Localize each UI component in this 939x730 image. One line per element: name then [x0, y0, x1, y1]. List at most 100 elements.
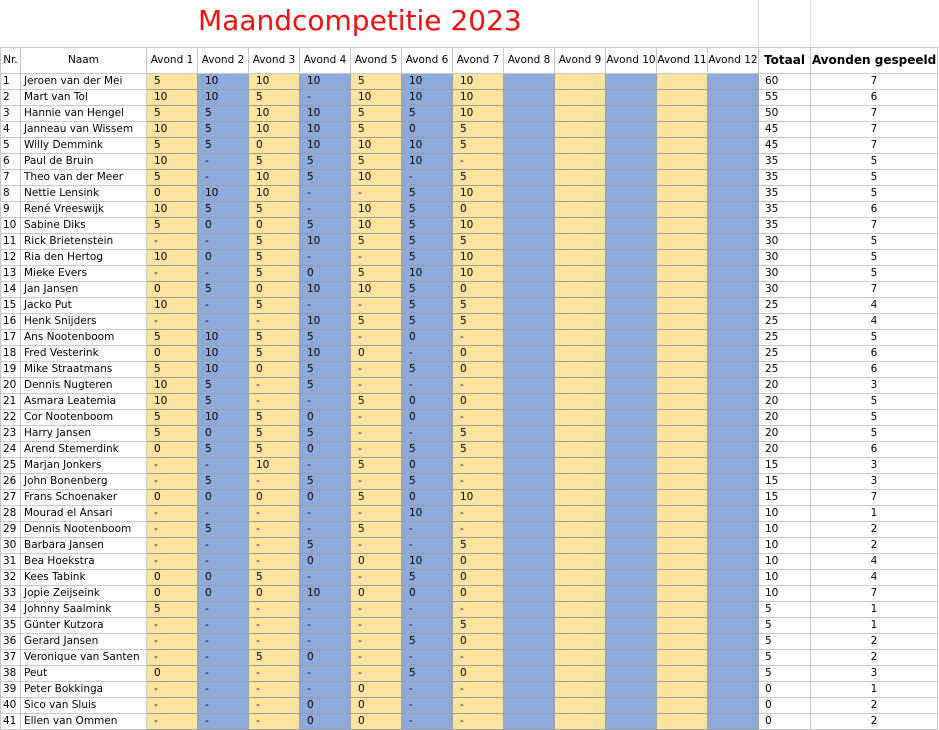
- cell-avond-1[interactable]: 0: [146, 585, 198, 602]
- cell-avond-6[interactable]: 5: [401, 297, 453, 314]
- cell-avond-8[interactable]: [503, 489, 555, 506]
- cell-avond-9[interactable]: [554, 473, 606, 490]
- cell-avond-3[interactable]: 5: [248, 345, 300, 362]
- header-avond-1[interactable]: Avond 1: [146, 47, 198, 74]
- cell-name[interactable]: Marjan Jonkers: [20, 457, 147, 474]
- cell-avond-5[interactable]: 10: [350, 137, 402, 154]
- cell-played[interactable]: 7: [810, 105, 938, 122]
- cell-avond-12[interactable]: [707, 153, 759, 170]
- cell-avond-7[interactable]: 10: [452, 249, 504, 266]
- cell-nr[interactable]: 10: [0, 217, 21, 234]
- cell-avond-1[interactable]: 0: [146, 569, 198, 586]
- cell-avond-3[interactable]: -: [248, 601, 300, 618]
- cell-nr[interactable]: 34: [0, 601, 21, 618]
- cell-avond-9[interactable]: [554, 521, 606, 538]
- cell-avond-9[interactable]: [554, 697, 606, 714]
- cell-avond-12[interactable]: [707, 169, 759, 186]
- cell-avond-11[interactable]: [656, 425, 708, 442]
- cell-avond-10[interactable]: [605, 73, 657, 90]
- cell-avond-2[interactable]: 10: [197, 185, 249, 202]
- cell-avond-2[interactable]: 0: [197, 489, 249, 506]
- cell-avond-8[interactable]: [503, 457, 555, 474]
- header-nr[interactable]: Nr.: [0, 47, 21, 74]
- cell-avond-3[interactable]: -: [248, 713, 300, 730]
- cell-avond-10[interactable]: [605, 521, 657, 538]
- cell-avond-3[interactable]: 5: [248, 329, 300, 346]
- cell-avond-10[interactable]: [605, 569, 657, 586]
- cell-played[interactable]: 7: [810, 217, 938, 234]
- cell-avond-5[interactable]: -: [350, 329, 402, 346]
- cell-name[interactable]: Jopie Zeijseink: [20, 585, 147, 602]
- cell-avond-10[interactable]: [605, 601, 657, 618]
- cell-avond-7[interactable]: -: [452, 681, 504, 698]
- cell-avond-3[interactable]: 10: [248, 73, 300, 90]
- cell-avond-7[interactable]: 10: [452, 217, 504, 234]
- cell-avond-8[interactable]: [503, 169, 555, 186]
- cell-avond-11[interactable]: [656, 633, 708, 650]
- cell-nr[interactable]: 21: [0, 393, 21, 410]
- cell-total[interactable]: 35: [758, 153, 811, 170]
- cell-avond-9[interactable]: [554, 73, 606, 90]
- cell-avond-9[interactable]: [554, 361, 606, 378]
- cell-avond-11[interactable]: [656, 265, 708, 282]
- cell-avond-10[interactable]: [605, 233, 657, 250]
- cell-avond-7[interactable]: 0: [452, 393, 504, 410]
- cell-avond-11[interactable]: [656, 537, 708, 554]
- cell-total[interactable]: 35: [758, 217, 811, 234]
- cell-nr[interactable]: 22: [0, 409, 21, 426]
- cell-avond-12[interactable]: [707, 265, 759, 282]
- cell-total[interactable]: 10: [758, 585, 811, 602]
- cell-avond-12[interactable]: [707, 377, 759, 394]
- cell-avond-8[interactable]: [503, 713, 555, 730]
- cell-avond-8[interactable]: [503, 281, 555, 298]
- cell-avond-8[interactable]: [503, 185, 555, 202]
- cell-avond-2[interactable]: 5: [197, 377, 249, 394]
- cell-avond-5[interactable]: -: [350, 601, 402, 618]
- cell-avond-1[interactable]: 5: [146, 329, 198, 346]
- cell-avond-10[interactable]: [605, 537, 657, 554]
- cell-avond-5[interactable]: 10: [350, 217, 402, 234]
- cell-name[interactable]: Hannie van Hengel: [20, 105, 147, 122]
- cell-avond-7[interactable]: 10: [452, 265, 504, 282]
- cell-avond-9[interactable]: [554, 105, 606, 122]
- cell-avond-1[interactable]: -: [146, 537, 198, 554]
- cell-avond-10[interactable]: [605, 409, 657, 426]
- cell-avond-5[interactable]: 5: [350, 105, 402, 122]
- cell-played[interactable]: 5: [810, 329, 938, 346]
- cell-avond-8[interactable]: [503, 585, 555, 602]
- cell-total[interactable]: 20: [758, 441, 811, 458]
- cell-played[interactable]: 6: [810, 345, 938, 362]
- cell-played[interactable]: 6: [810, 201, 938, 218]
- cell-avond-3[interactable]: -: [248, 697, 300, 714]
- cell-name[interactable]: Sabine Diks: [20, 217, 147, 234]
- cell-name[interactable]: Mike Straatmans: [20, 361, 147, 378]
- cell-avond-10[interactable]: [605, 633, 657, 650]
- cell-avond-4[interactable]: 0: [299, 441, 351, 458]
- cell-avond-7[interactable]: -: [452, 505, 504, 522]
- cell-avond-5[interactable]: -: [350, 377, 402, 394]
- cell-avond-4[interactable]: 5: [299, 217, 351, 234]
- header-avond-11[interactable]: Avond 11: [656, 47, 708, 74]
- cell-nr[interactable]: 3: [0, 105, 21, 122]
- cell-name[interactable]: René Vreeswijk: [20, 201, 147, 218]
- cell-avond-5[interactable]: -: [350, 617, 402, 634]
- cell-avond-7[interactable]: 0: [452, 201, 504, 218]
- cell-avond-3[interactable]: -: [248, 681, 300, 698]
- cell-avond-10[interactable]: [605, 473, 657, 490]
- cell-avond-9[interactable]: [554, 665, 606, 682]
- cell-avond-9[interactable]: [554, 121, 606, 138]
- cell-played[interactable]: 3: [810, 457, 938, 474]
- cell-avond-3[interactable]: 5: [248, 153, 300, 170]
- cell-avond-1[interactable]: 10: [146, 89, 198, 106]
- cell-avond-6[interactable]: 10: [401, 153, 453, 170]
- cell-avond-10[interactable]: [605, 121, 657, 138]
- cell-avond-4[interactable]: 0: [299, 409, 351, 426]
- cell-avond-4[interactable]: 10: [299, 233, 351, 250]
- cell-avond-6[interactable]: 10: [401, 553, 453, 570]
- cell-avond-4[interactable]: 5: [299, 473, 351, 490]
- cell-avond-11[interactable]: [656, 137, 708, 154]
- cell-total[interactable]: 20: [758, 393, 811, 410]
- cell-avond-4[interactable]: -: [299, 201, 351, 218]
- cell-played[interactable]: 3: [810, 473, 938, 490]
- cell-nr[interactable]: 28: [0, 505, 21, 522]
